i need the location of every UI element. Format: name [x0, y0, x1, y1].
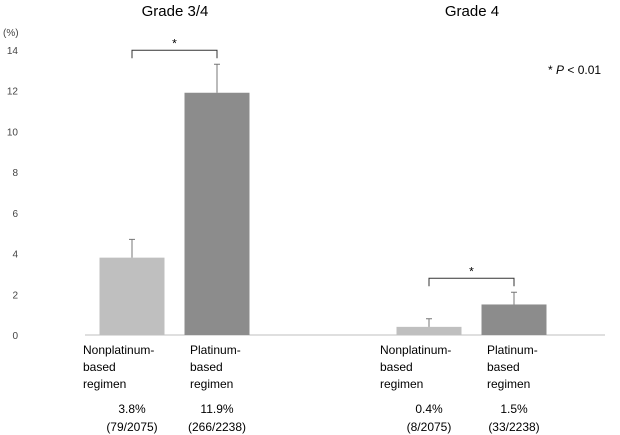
group-title: Grade 4	[445, 3, 499, 20]
significance-bracket	[428, 277, 515, 287]
y-tick-label: 10	[7, 127, 19, 138]
y-tick-label: 4	[12, 250, 18, 261]
value-label: 1.5%	[500, 402, 528, 416]
x-tick-label: regimen	[487, 377, 530, 391]
significance-label: *	[172, 36, 177, 50]
x-tick-label: based	[190, 360, 223, 374]
x-tick-label: Nonplatinum-	[380, 343, 451, 357]
y-tick-label: 8	[12, 168, 18, 179]
x-tick-label: based	[487, 360, 520, 374]
x-tick-label: regimen	[83, 377, 126, 391]
count-label: (8/2075)	[407, 420, 452, 434]
annotation-italic: P	[556, 63, 564, 77]
x-tick-label: Platinum-	[190, 343, 241, 357]
x-tick-label: based	[83, 360, 116, 374]
error-bar	[129, 238, 135, 258]
y-tick-label: 12	[7, 87, 19, 98]
count-label: (79/2075)	[106, 420, 157, 434]
y-tick-label: 6	[12, 209, 18, 220]
x-tick-label: Nonplatinum-	[83, 343, 154, 357]
annotation-suffix: < 0.01	[567, 63, 601, 77]
bar	[99, 257, 165, 335]
significance-label: *	[469, 264, 474, 278]
error-bar	[426, 318, 432, 327]
group-title: Grade 3/4	[142, 3, 209, 20]
significance-bracket	[131, 49, 218, 59]
annotation-prefix: *	[548, 63, 553, 77]
x-tick-label: regimen	[190, 377, 233, 391]
x-tick-label: Platinum-	[487, 343, 538, 357]
error-bar	[214, 63, 220, 93]
value-label: 0.4%	[415, 402, 443, 416]
bar	[184, 92, 250, 335]
bar	[396, 326, 462, 335]
error-bar	[511, 291, 517, 305]
y-tick-label: 0	[12, 331, 18, 342]
x-tick-label: regimen	[380, 377, 423, 391]
value-label: 11.9%	[200, 402, 233, 416]
y-tick-label: 2	[12, 290, 18, 301]
count-label: (266/2238)	[188, 420, 246, 434]
bar	[481, 304, 547, 335]
annotation: * P < 0.01	[548, 63, 601, 77]
value-label: 3.8%	[118, 402, 146, 416]
y-tick-label: 14	[7, 46, 19, 57]
count-label: (33/2238)	[488, 420, 539, 434]
x-tick-label: based	[380, 360, 413, 374]
y-unit: (%)	[3, 28, 19, 39]
